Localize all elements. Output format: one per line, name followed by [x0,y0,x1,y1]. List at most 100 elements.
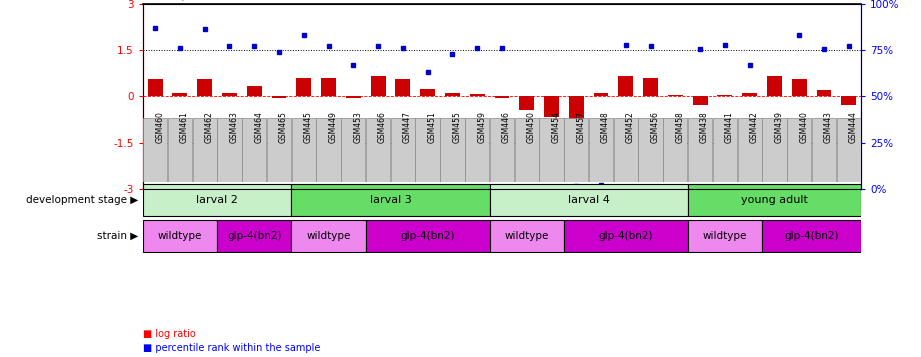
FancyBboxPatch shape [589,118,613,182]
Bar [569,96,584,158]
Bar [420,89,435,96]
Bar [445,93,460,96]
Text: wildtype: wildtype [703,231,747,241]
FancyBboxPatch shape [564,220,688,252]
Text: larval 3: larval 3 [369,195,412,205]
Text: GSM454: GSM454 [552,111,561,144]
Text: GSM466: GSM466 [379,111,387,144]
Text: glp-4(bn2): glp-4(bn2) [785,231,839,241]
FancyBboxPatch shape [168,118,192,182]
Bar [247,86,262,96]
FancyBboxPatch shape [836,118,861,182]
FancyBboxPatch shape [490,220,564,252]
Text: GSM444: GSM444 [849,111,857,144]
Bar [197,79,212,96]
FancyBboxPatch shape [267,118,291,182]
Text: GSM462: GSM462 [204,112,214,143]
Bar [618,76,634,96]
Text: GSM459: GSM459 [477,111,486,144]
Bar [519,96,534,110]
FancyBboxPatch shape [366,118,391,182]
Text: wildtype: wildtype [307,231,351,241]
FancyBboxPatch shape [291,184,490,216]
FancyBboxPatch shape [490,118,514,182]
Text: GSM441: GSM441 [725,112,734,143]
Bar [717,95,732,96]
FancyBboxPatch shape [811,118,836,182]
Text: GSM455: GSM455 [452,111,461,144]
Bar [346,96,361,98]
Text: GSM442: GSM442 [750,112,759,143]
FancyBboxPatch shape [787,118,811,182]
Text: glp-4(bn2): glp-4(bn2) [401,231,455,241]
FancyBboxPatch shape [143,220,217,252]
FancyBboxPatch shape [291,220,366,252]
Text: ■ percentile rank within the sample: ■ percentile rank within the sample [143,343,321,353]
Text: GSM453: GSM453 [354,111,362,144]
Text: GSM461: GSM461 [180,112,189,143]
Text: development stage ▶: development stage ▶ [26,195,138,205]
FancyBboxPatch shape [192,118,216,182]
Text: GSM452: GSM452 [625,112,635,143]
Text: GSM450: GSM450 [527,111,536,144]
Text: wildtype: wildtype [505,231,549,241]
Text: wildtype: wildtype [157,231,202,241]
FancyBboxPatch shape [763,118,787,182]
Text: GSM458: GSM458 [675,112,684,143]
Text: glp-4(bn2): glp-4(bn2) [599,231,653,241]
Text: GSM464: GSM464 [254,111,263,144]
Text: larval 4: larval 4 [567,195,610,205]
FancyBboxPatch shape [366,220,490,252]
Text: GSM445: GSM445 [304,111,313,144]
Bar [817,90,832,96]
FancyBboxPatch shape [613,118,638,182]
Text: GSM448: GSM448 [601,112,610,143]
Bar [272,96,286,98]
FancyBboxPatch shape [242,118,266,182]
Bar [742,93,757,96]
Text: GSM451: GSM451 [427,112,437,143]
FancyBboxPatch shape [663,118,687,182]
Text: GDS6 / 11920: GDS6 / 11920 [143,0,229,1]
Text: GSM457: GSM457 [577,111,585,144]
Text: strain ▶: strain ▶ [97,231,138,241]
FancyBboxPatch shape [440,118,464,182]
Text: GSM456: GSM456 [650,111,659,144]
FancyBboxPatch shape [638,118,663,182]
Text: glp-4(bn2): glp-4(bn2) [227,231,282,241]
Bar [643,78,658,96]
Text: young adult: young adult [741,195,808,205]
Text: GSM465: GSM465 [279,111,288,144]
Bar [172,93,187,96]
FancyBboxPatch shape [738,118,762,182]
Text: GSM438: GSM438 [700,112,709,143]
Text: GSM460: GSM460 [155,111,164,144]
Bar [321,78,336,96]
Text: ■ log ratio: ■ log ratio [143,329,195,339]
Bar [470,94,484,96]
FancyBboxPatch shape [540,118,564,182]
Bar [222,93,237,96]
Text: GSM447: GSM447 [402,111,412,144]
Bar [297,78,311,96]
FancyBboxPatch shape [515,118,539,182]
FancyBboxPatch shape [762,220,861,252]
FancyBboxPatch shape [688,184,861,216]
Text: GSM463: GSM463 [229,111,239,144]
FancyBboxPatch shape [688,118,712,182]
FancyBboxPatch shape [143,184,291,216]
Bar [594,93,609,96]
Bar [147,79,163,96]
FancyBboxPatch shape [217,118,241,182]
Bar [495,96,509,98]
Bar [668,95,682,96]
FancyBboxPatch shape [143,118,168,182]
Text: GSM449: GSM449 [329,111,337,144]
FancyBboxPatch shape [292,118,316,182]
FancyBboxPatch shape [415,118,439,182]
Bar [544,96,559,116]
Text: GSM443: GSM443 [824,111,833,144]
Bar [841,96,857,105]
Text: GSM446: GSM446 [502,111,511,144]
FancyBboxPatch shape [391,118,415,182]
